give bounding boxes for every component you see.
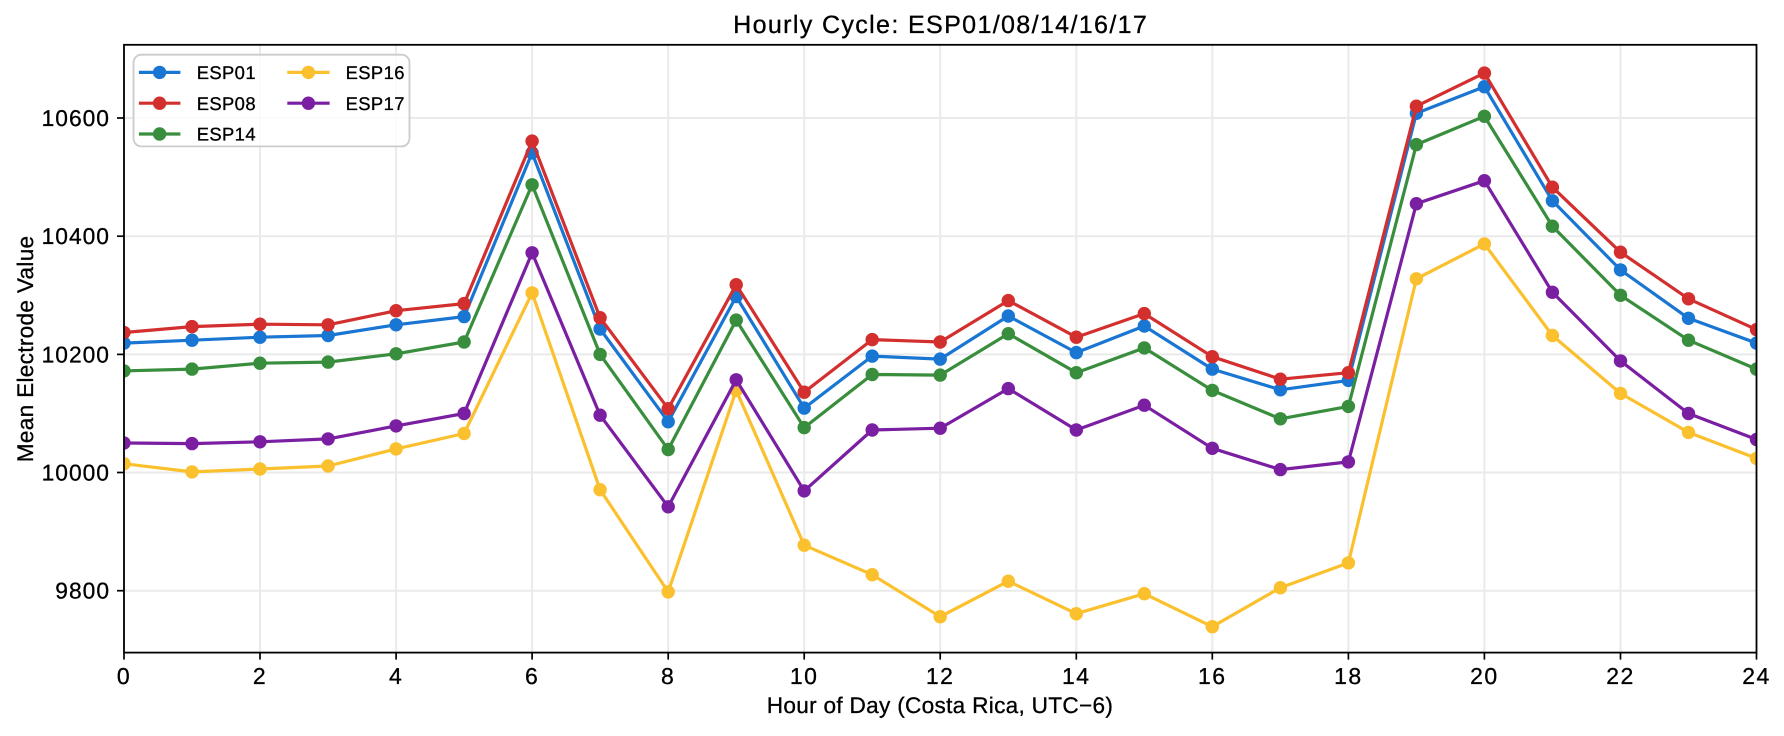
svg-text:2: 2 — [253, 663, 267, 689]
svg-text:ESP08: ESP08 — [197, 93, 256, 114]
svg-text:4: 4 — [389, 663, 403, 689]
svg-text:22: 22 — [1606, 663, 1635, 689]
svg-text:ESP14: ESP14 — [197, 124, 256, 145]
svg-text:10000: 10000 — [42, 460, 110, 486]
svg-text:ESP17: ESP17 — [346, 93, 405, 114]
svg-text:20: 20 — [1470, 663, 1499, 689]
svg-text:ESP16: ESP16 — [346, 62, 405, 83]
svg-text:10: 10 — [790, 663, 819, 689]
svg-text:0: 0 — [117, 663, 131, 689]
svg-text:10600: 10600 — [42, 105, 110, 131]
svg-text:10200: 10200 — [42, 341, 110, 367]
svg-text:18: 18 — [1334, 663, 1363, 689]
svg-text:9800: 9800 — [55, 578, 110, 604]
svg-text:14: 14 — [1062, 663, 1091, 689]
svg-text:12: 12 — [926, 663, 955, 689]
svg-text:Hourly Cycle: ESP01/08/14/16/1: Hourly Cycle: ESP01/08/14/16/17 — [733, 11, 1148, 39]
svg-text:24: 24 — [1742, 663, 1771, 689]
svg-text:6: 6 — [525, 663, 539, 689]
svg-text:Mean Electrode Value: Mean Electrode Value — [13, 236, 38, 463]
svg-text:16: 16 — [1198, 663, 1227, 689]
svg-text:ESP01: ESP01 — [197, 62, 256, 83]
svg-text:8: 8 — [661, 663, 675, 689]
svg-text:Hour of Day (Costa Rica, UTC−6: Hour of Day (Costa Rica, UTC−6) — [767, 693, 1113, 718]
svg-text:10400: 10400 — [42, 223, 110, 249]
